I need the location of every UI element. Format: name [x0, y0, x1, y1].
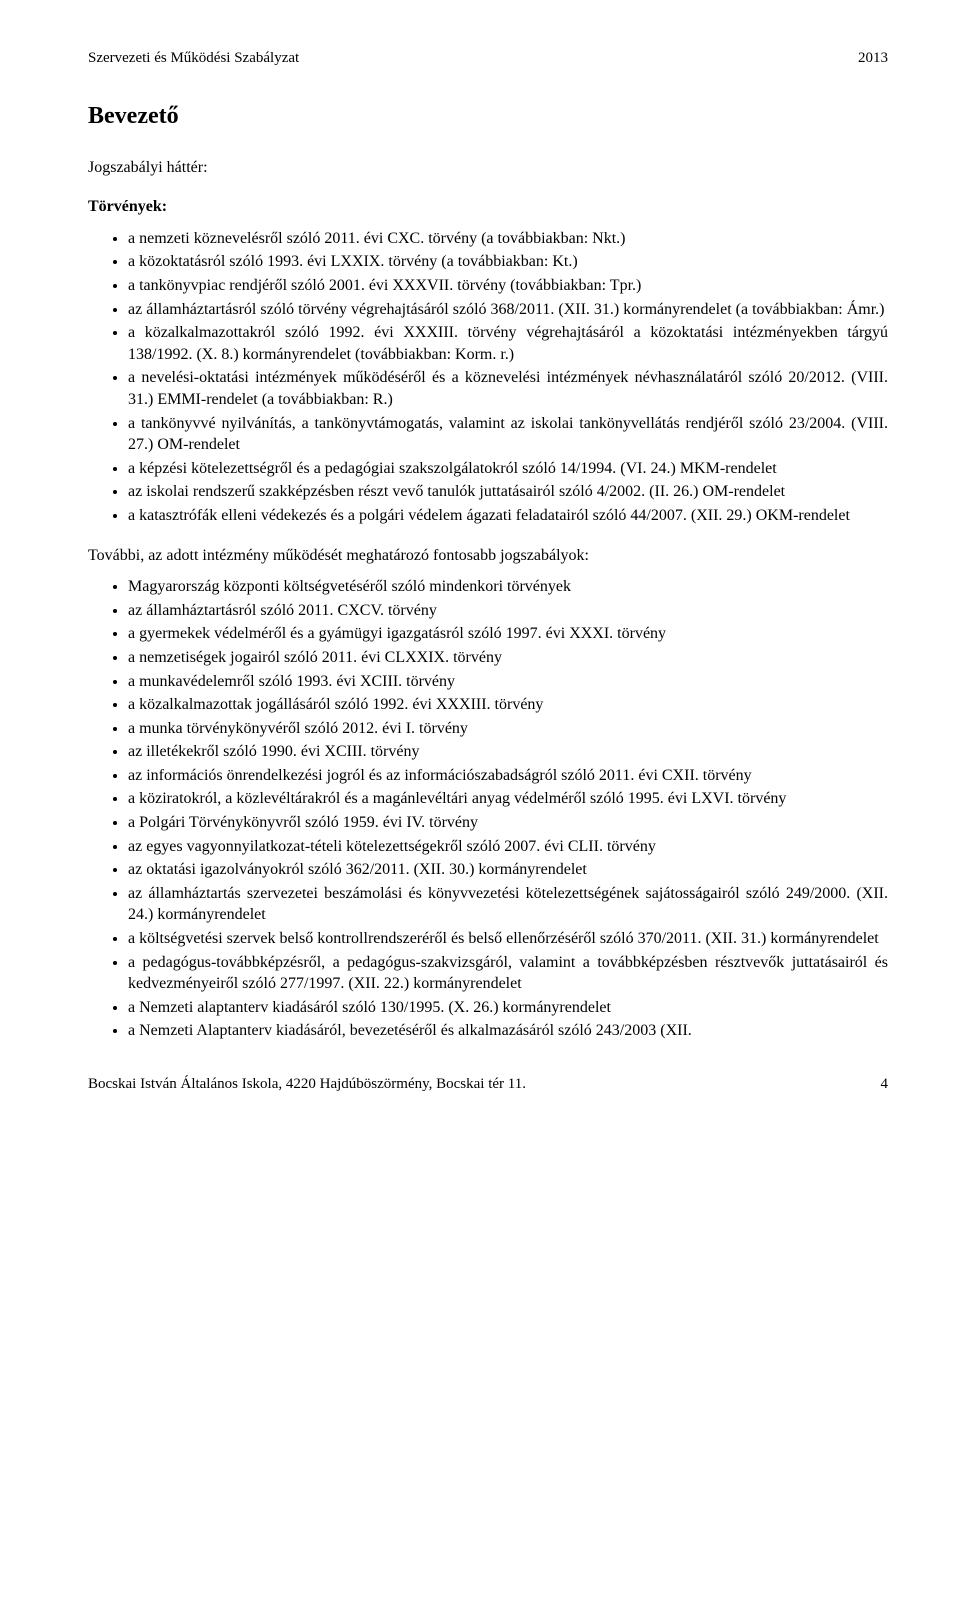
list-item: az egyes vagyonnyilatkozat-tételi kötele…	[128, 836, 888, 858]
list-item: a munkavédelemről szóló 1993. évi XCIII.…	[128, 671, 888, 693]
page-title: Bevezető	[88, 100, 888, 132]
list-item: Magyarország központi költségvetéséről s…	[128, 576, 888, 598]
header-right: 2013	[858, 48, 888, 68]
list-item: a tankönyvvé nyilvánítás, a tankönyvtámo…	[128, 413, 888, 456]
list-item: az iskolai rendszerű szakképzésben részt…	[128, 481, 888, 503]
header-left: Szervezeti és Működési Szabályzat	[88, 48, 299, 68]
list-item: a nemzetiségek jogairól szóló 2011. évi …	[128, 647, 888, 669]
list-item: az államháztartás szervezetei beszámolás…	[128, 883, 888, 926]
list-item: a tankönyvpiac rendjéről szóló 2001. évi…	[128, 275, 888, 297]
laws-list: a nemzeti köznevelésről szóló 2011. évi …	[88, 228, 888, 527]
list-item: a képzési kötelezettségről és a pedagógi…	[128, 458, 888, 480]
laws-label: Törvények:	[88, 196, 888, 218]
list-item: az államháztartásról szóló 2011. CXCV. t…	[128, 600, 888, 622]
footer-page-number: 4	[881, 1074, 889, 1094]
list-item: az információs önrendelkezési jogról és …	[128, 765, 888, 787]
page-header: Szervezeti és Működési Szabályzat 2013	[88, 48, 888, 68]
footer-left: Bocskai István Általános Iskola, 4220 Ha…	[88, 1074, 526, 1094]
list-item: az oktatási igazolványokról szóló 362/20…	[128, 859, 888, 881]
list-item: a Polgári Törvénykönyvről szóló 1959. év…	[128, 812, 888, 834]
list-item: a munka törvénykönyvéről szóló 2012. évi…	[128, 718, 888, 740]
list-item: a Nemzeti Alaptanterv kiadásáról, beveze…	[128, 1020, 888, 1042]
list-item: a nemzeti köznevelésről szóló 2011. évi …	[128, 228, 888, 250]
further-list: Magyarország központi költségvetéséről s…	[88, 576, 888, 1042]
list-item: a költségvetési szervek belső kontrollre…	[128, 928, 888, 950]
list-item: a közalkalmazottak jogállásáról szóló 19…	[128, 694, 888, 716]
list-item: az államháztartásról szóló törvény végre…	[128, 299, 888, 321]
list-item: a Nemzeti alaptanterv kiadásáról szóló 1…	[128, 997, 888, 1019]
list-item: a katasztrófák elleni védekezés és a pol…	[128, 505, 888, 527]
list-item: a közalkalmazottakról szóló 1992. évi XX…	[128, 322, 888, 365]
list-item: a köziratokról, a közlevéltárakról és a …	[128, 788, 888, 810]
list-item: a közoktatásról szóló 1993. évi LXXIX. t…	[128, 251, 888, 273]
list-item: a gyermekek védelméről és a gyámügyi iga…	[128, 623, 888, 645]
page-footer: Bocskai István Általános Iskola, 4220 Ha…	[88, 1074, 888, 1094]
list-item: a nevelési-oktatási intézmények működésé…	[128, 367, 888, 410]
subtitle: Jogszabályi háttér:	[88, 157, 888, 179]
list-item: a pedagógus-továbbképzésről, a pedagógus…	[128, 952, 888, 995]
further-label: További, az adott intézmény működését me…	[88, 545, 888, 567]
list-item: az illetékekről szóló 1990. évi XCIII. t…	[128, 741, 888, 763]
